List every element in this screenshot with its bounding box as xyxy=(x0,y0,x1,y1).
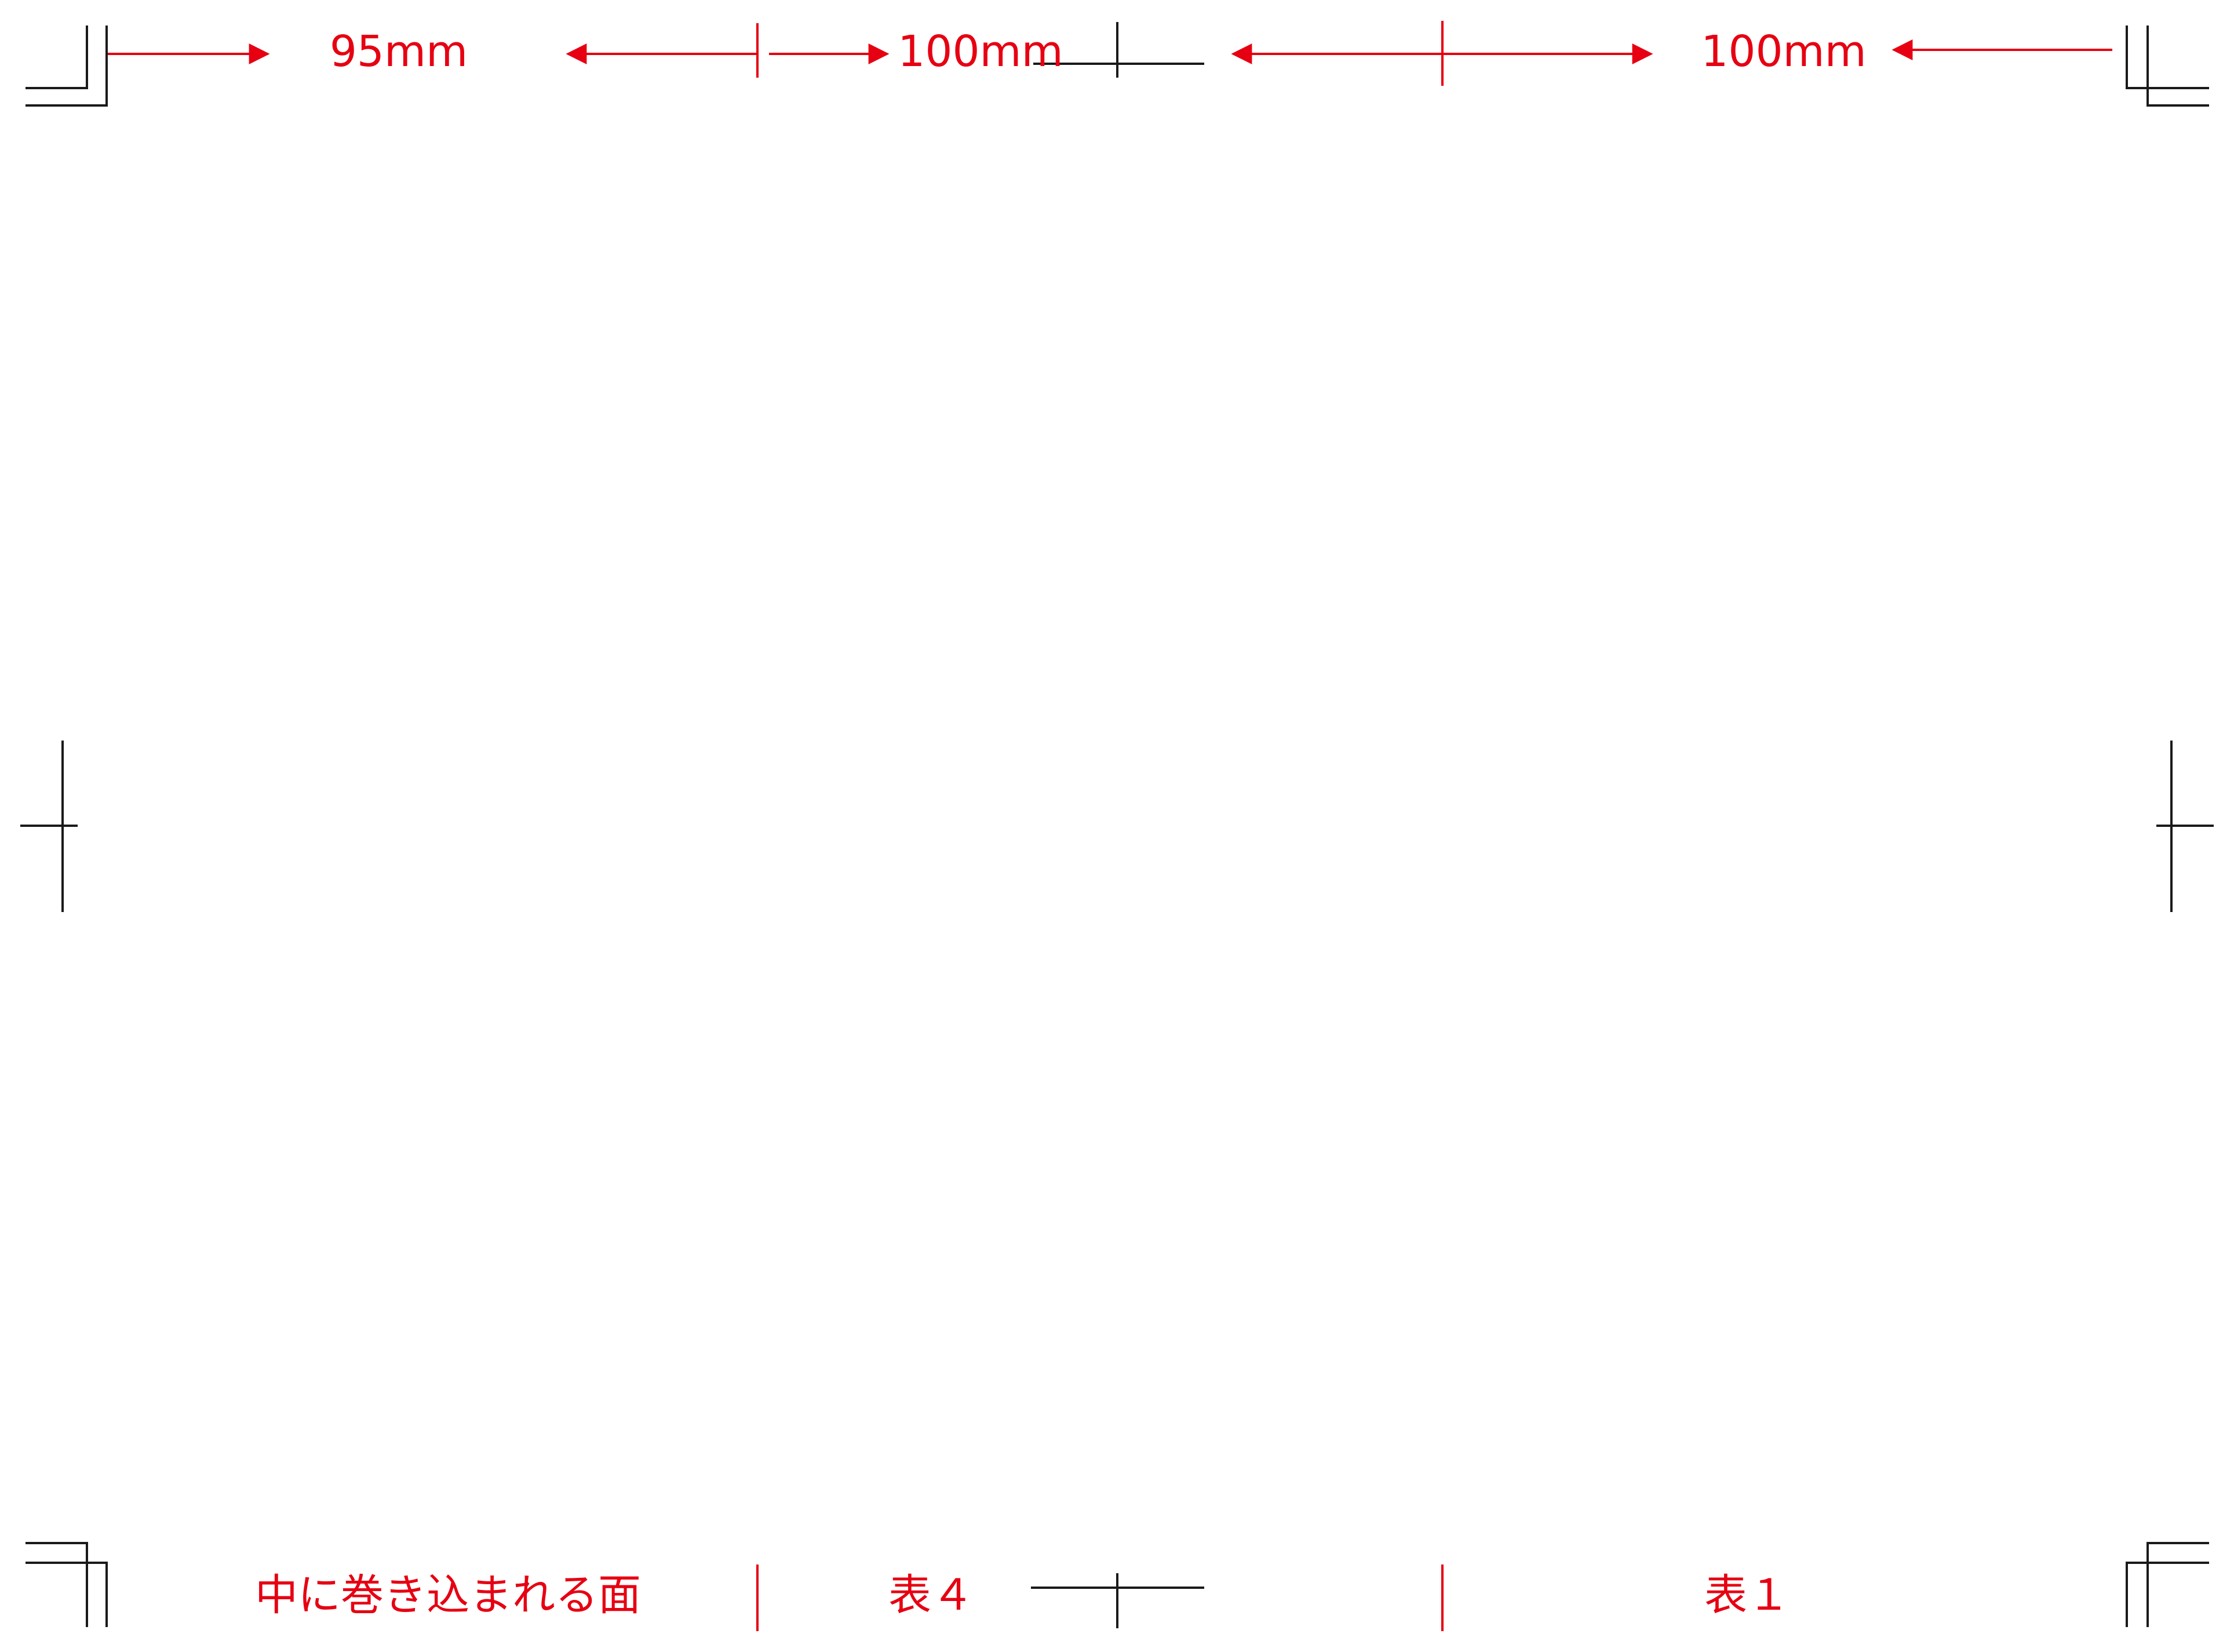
dimension-label-right: 100mm xyxy=(1701,27,1866,76)
register-mark-left-middle xyxy=(20,741,78,912)
dimension-label-middle: 100mm xyxy=(898,27,1063,76)
crop-mark-top-right xyxy=(2126,25,2209,107)
register-mark-bottom-center xyxy=(1031,1573,1204,1628)
panel-label-middle: 表４ xyxy=(888,1570,974,1620)
crop-mark-top-left xyxy=(25,25,108,107)
dimension-label-left: 95mm xyxy=(330,27,468,76)
crop-marks xyxy=(20,22,2214,1628)
panel-label-left: 中に巻き込まれる面 xyxy=(255,1570,641,1620)
register-mark-right-middle xyxy=(2156,741,2214,912)
dimension-annotations xyxy=(108,21,2112,1631)
register-mark-top-center xyxy=(1033,22,1204,78)
crop-mark-bottom-right xyxy=(2126,1542,2209,1627)
panel-label-right: 表１ xyxy=(1704,1570,1790,1620)
crop-mark-bottom-left xyxy=(25,1542,108,1627)
